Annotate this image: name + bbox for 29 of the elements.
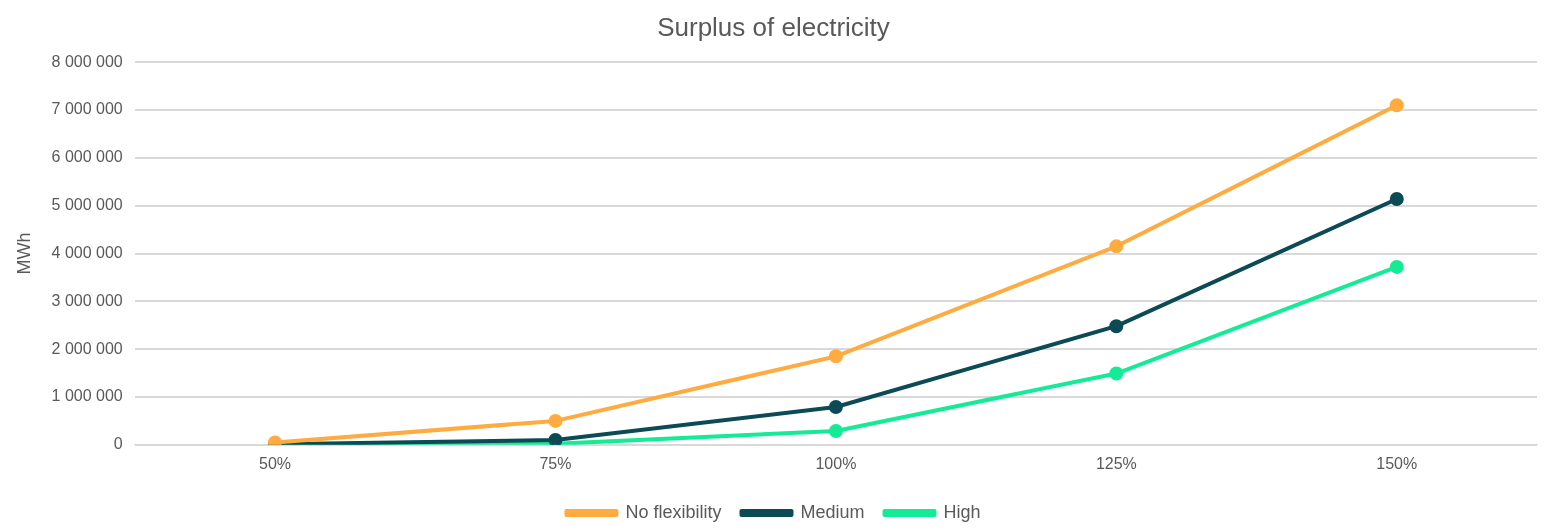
point [1109, 366, 1124, 381]
y-tick-label: 2 000 000 [51, 339, 123, 357]
x-tick-label: 150% [1376, 454, 1418, 472]
point [1389, 259, 1404, 274]
point [828, 423, 843, 438]
y-tick-label: 4 000 000 [51, 243, 123, 261]
legend-label: No flexibility [625, 501, 722, 522]
x-tick-label: 100% [815, 454, 857, 472]
y-tick-label: 3 000 000 [51, 291, 123, 309]
y-tick-label: 8 000 000 [51, 52, 123, 70]
x-tick-label: 50% [258, 454, 292, 472]
point [828, 349, 843, 364]
legend-label: Medium [800, 501, 865, 522]
x-tick-label: 75% [539, 454, 572, 472]
point [1389, 191, 1404, 206]
point [1389, 98, 1404, 113]
y-axis-title: MWh [13, 232, 34, 275]
point [1109, 239, 1124, 254]
point [828, 400, 843, 415]
x-tick-label: 125% [1095, 454, 1137, 472]
chart-title: Surplus of electricity [657, 11, 890, 42]
point [1109, 319, 1124, 334]
y-tick-label: 6 000 000 [51, 148, 123, 166]
point [548, 413, 563, 428]
legend-label: High [943, 501, 981, 522]
y-tick-label: 0 [113, 435, 123, 453]
y-tick-label: 5 000 000 [51, 196, 123, 214]
y-tick-label: 1 000 000 [51, 387, 123, 405]
y-tick-label: 7 000 000 [51, 100, 123, 118]
